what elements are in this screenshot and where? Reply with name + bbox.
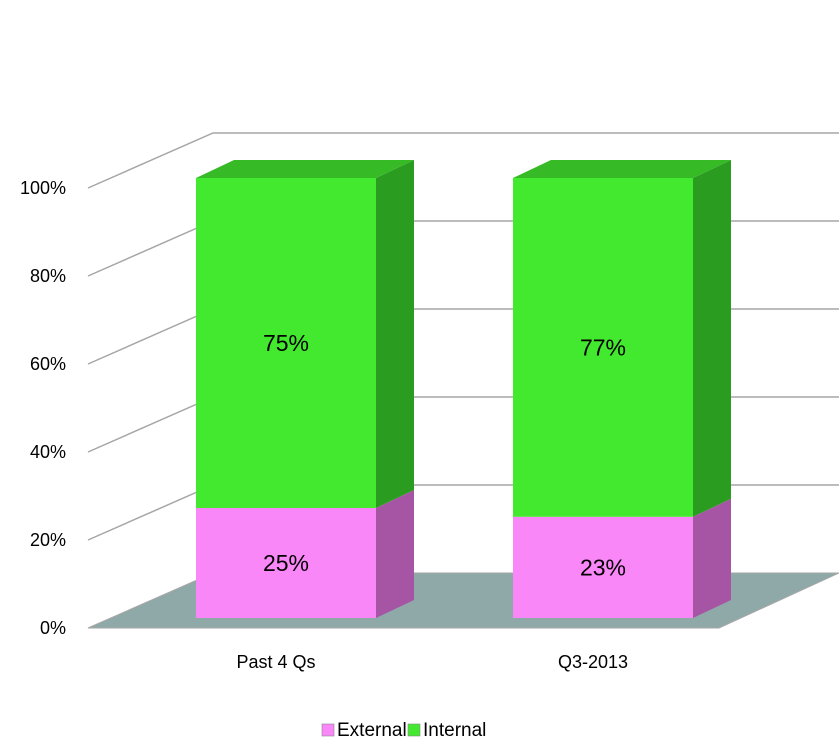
- data-label: 77%: [580, 334, 626, 360]
- bar-external-0: [196, 508, 376, 618]
- y-tick-label: 40%: [30, 442, 66, 462]
- y-tick-label: 100%: [20, 178, 66, 198]
- legend-swatch-internal: [407, 723, 421, 737]
- bar-internal-0: [196, 178, 376, 508]
- y-tick-label: 0%: [40, 618, 66, 638]
- y-tick-label: 60%: [30, 354, 66, 374]
- x-category-label: Past 4 Qs: [236, 652, 315, 672]
- bars: 25% 75% 23% 77%: [196, 160, 731, 618]
- bar-side-internal-0: [376, 160, 414, 508]
- data-label: 25%: [263, 550, 309, 576]
- bar-external-1: [513, 516, 693, 618]
- y-tick-label: 80%: [30, 266, 66, 286]
- bar-top-1: [513, 160, 731, 178]
- bar-side-internal-1: [693, 160, 731, 517]
- legend-label-internal: Internal: [423, 720, 486, 741]
- legend: External Internal: [321, 720, 486, 741]
- x-category-label: Q3-2013: [558, 652, 628, 672]
- x-axis-category-labels: Past 4 Qs Q3-2013: [236, 652, 628, 672]
- bar-side-external-1: [693, 498, 731, 618]
- bar-internal-1: [513, 178, 693, 517]
- legend-label-external: External: [337, 720, 407, 741]
- y-tick-label: 20%: [30, 530, 66, 550]
- bar-top-0: [196, 160, 414, 178]
- bar-side-external-0: [376, 490, 414, 618]
- y-axis-tick-labels: 0% 20% 40% 60% 80% 100%: [20, 178, 66, 638]
- data-label: 75%: [263, 330, 309, 356]
- legend-swatch-external: [321, 723, 335, 737]
- data-label: 23%: [580, 554, 626, 580]
- gridline: [87, 132, 839, 189]
